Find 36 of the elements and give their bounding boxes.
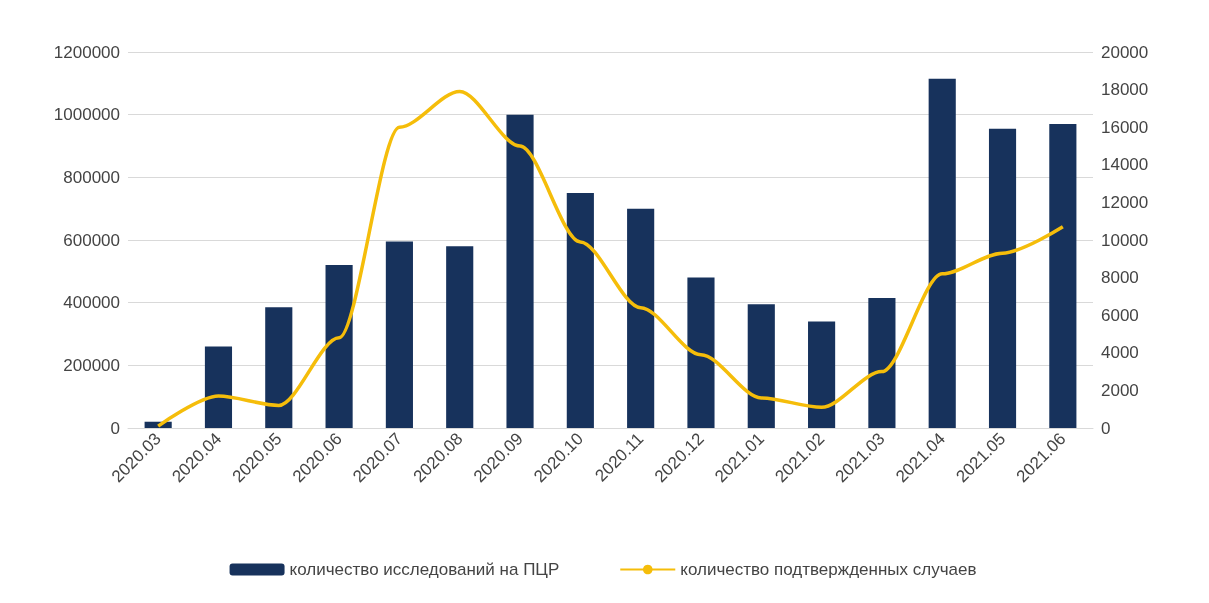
legend-label: количество подтвержденных случаев (680, 560, 977, 579)
y2-tick-label: 14000 (1101, 155, 1149, 175)
y2-tick-label: 4000 (1101, 343, 1139, 363)
bar (687, 277, 715, 428)
bar (446, 246, 474, 428)
y2-tick-label: 20000 (1101, 42, 1149, 62)
bar (385, 241, 413, 428)
y-tick-label: 1000000 (53, 105, 120, 125)
y-tick-label: 400000 (63, 293, 120, 313)
y2-tick-label: 0 (1101, 418, 1111, 438)
line-series (156, 89, 1065, 428)
y2-tick-label: 12000 (1101, 192, 1149, 212)
bar (928, 78, 956, 428)
y2-tick-label: 16000 (1101, 117, 1149, 137)
y2-tick-label: 18000 (1101, 80, 1149, 100)
bar (325, 265, 353, 428)
bar (627, 208, 655, 428)
y-tick-label: 600000 (63, 230, 120, 250)
bar (1049, 124, 1077, 428)
y2-tick-label: 8000 (1101, 268, 1139, 288)
y2-tick-label: 6000 (1101, 305, 1139, 325)
bar (566, 193, 594, 428)
y-tick-label: 1200000 (53, 42, 120, 62)
bar (868, 297, 896, 428)
bar (808, 321, 836, 428)
y2-tick-label: 10000 (1101, 230, 1149, 250)
bar (988, 128, 1017, 428)
y-tick-label: 0 (110, 418, 120, 438)
y-tick-label: 200000 (63, 355, 120, 375)
bar (265, 307, 293, 428)
legend-label: количество исследований на ПЦР (289, 560, 560, 579)
bar (506, 114, 534, 428)
y-tick-label: 800000 (63, 167, 120, 187)
bar (747, 304, 775, 428)
y2-tick-label: 2000 (1101, 380, 1139, 400)
bar (204, 346, 233, 428)
